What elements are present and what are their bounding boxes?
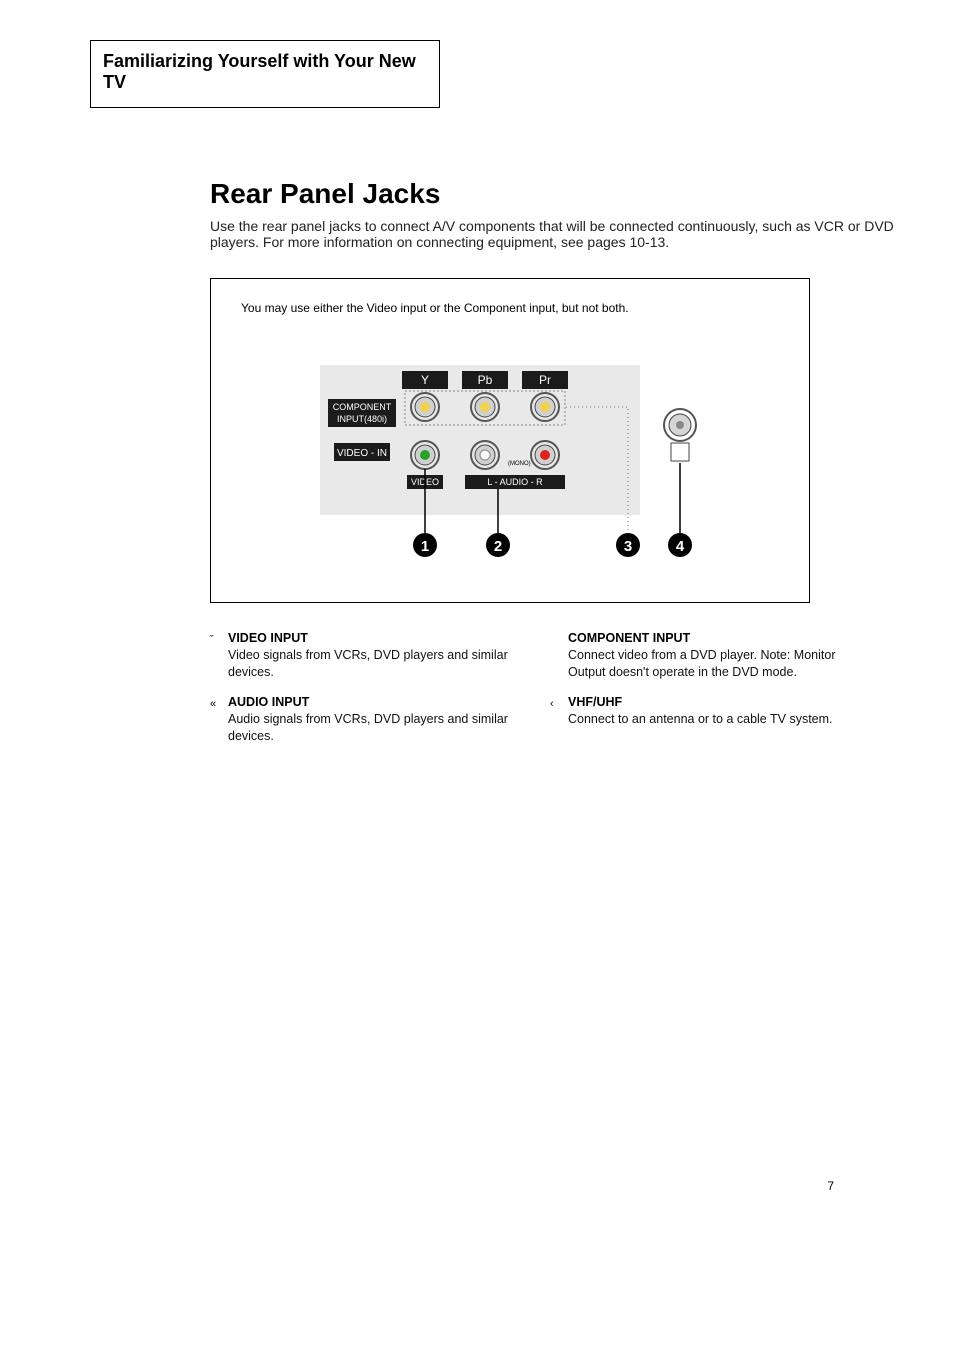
jack-pr (531, 393, 559, 421)
legend-desc-2: Audio signals from VCRs, DVD players and… (228, 711, 510, 745)
marker-4: 4 (668, 533, 692, 557)
svg-text:2: 2 (494, 538, 502, 555)
marker-2: 2 (486, 533, 510, 557)
label-pr: Pr (539, 373, 551, 387)
jack-pb (471, 393, 499, 421)
section-intro: Use the rear panel jacks to connect A/V … (60, 218, 894, 250)
label-y: Y (421, 373, 429, 387)
diagram-caption: You may use either the Video input or th… (241, 301, 779, 315)
header-title: Familiarizing Yourself with Your New TV (103, 51, 427, 93)
legend: ˇ VIDEO INPUT Video signals from VCRs, D… (210, 631, 850, 759)
section-title: Rear Panel Jacks (60, 178, 894, 210)
legend-title-2: AUDIO INPUT (228, 695, 510, 709)
jack-audio-r (531, 441, 559, 469)
jack-audio-l (471, 441, 499, 469)
legend-item-4: ‹ VHF/UHF Connect to an antenna or to a … (550, 695, 850, 728)
legend-desc-3: Connect video from a DVD player. Note: M… (568, 647, 850, 681)
page-number: 7 (60, 1179, 894, 1193)
legend-title-4: VHF/UHF (568, 695, 850, 709)
label-pb: Pb (478, 373, 493, 387)
legend-bullet-1: ˇ (210, 631, 228, 648)
svg-text:3: 3 (624, 538, 632, 555)
svg-text:4: 4 (676, 538, 685, 555)
legend-col-left: ˇ VIDEO INPUT Video signals from VCRs, D… (210, 631, 510, 759)
label-video-in: VIDEO - IN (337, 448, 387, 459)
label-mono: (MONO) (508, 461, 531, 467)
legend-item-1: ˇ VIDEO INPUT Video signals from VCRs, D… (210, 631, 510, 681)
header-box: Familiarizing Yourself with Your New TV (90, 40, 440, 108)
marker-3: 3 (616, 533, 640, 557)
jack-video (411, 441, 439, 469)
legend-item-3: COMPONENT INPUT Connect video from a DVD… (550, 631, 850, 681)
marker-1: 1 (413, 533, 437, 557)
legend-title-1: VIDEO INPUT (228, 631, 510, 645)
legend-desc-1: Video signals from VCRs, DVD players and… (228, 647, 510, 681)
label-input480i: INPUT(480i) (337, 414, 387, 424)
svg-text:1: 1 (421, 538, 429, 555)
label-audio: L - AUDIO - R (487, 477, 543, 487)
legend-item-2: « AUDIO INPUT Audio signals from VCRs, D… (210, 695, 510, 745)
legend-col-right: COMPONENT INPUT Connect video from a DVD… (550, 631, 850, 759)
jack-antenna (664, 409, 696, 461)
jack-y (411, 393, 439, 421)
legend-bullet-3 (550, 631, 568, 632)
legend-bullet-2: « (210, 695, 228, 712)
label-component: COMPONENT (333, 402, 392, 412)
rear-panel-diagram: Y Pb Pr COMPONENT INPUT(480i) VIDEO - IN (250, 325, 770, 580)
diagram-frame: You may use either the Video input or th… (210, 278, 810, 603)
legend-title-3: COMPONENT INPUT (568, 631, 850, 645)
legend-desc-4: Connect to an antenna or to a cable TV s… (568, 711, 850, 728)
legend-bullet-4: ‹ (550, 695, 568, 712)
